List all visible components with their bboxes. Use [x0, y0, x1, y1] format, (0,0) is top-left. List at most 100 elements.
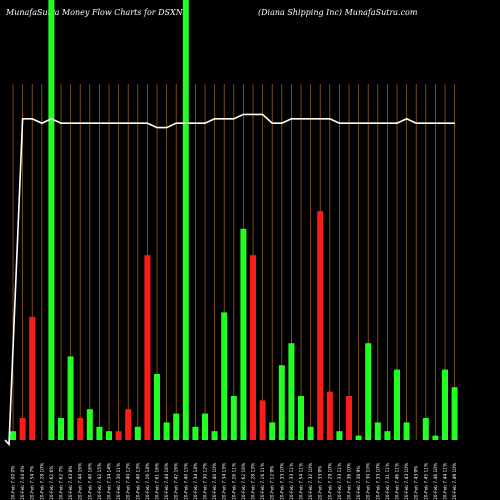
x-tick-label: 20-Feb 7.42 15%	[97, 463, 103, 500]
bar	[202, 413, 208, 440]
bar	[115, 431, 122, 440]
x-tick-label: 20-Feb 7.36 10%	[347, 463, 353, 500]
x-tick-label: 20-Feb 7.29 10%	[327, 463, 333, 500]
bar	[365, 343, 372, 440]
bar	[240, 228, 247, 440]
x-tick-label: 20-Feb 7.32 10%	[308, 463, 314, 500]
bar	[19, 418, 26, 440]
bar	[432, 435, 439, 440]
bar	[250, 255, 256, 440]
x-tick-label: 20-Feb 7.33 9%	[318, 466, 324, 500]
x-tick-label: 20-Feb 7.40 15%	[183, 463, 189, 500]
x-tick-label: 20-Feb 7.16 11%	[260, 463, 266, 500]
x-tick-label: 20-Feb 7.44 16%	[78, 463, 84, 500]
bar	[374, 422, 381, 440]
x-tick-label: 20-Feb 7.30 12%	[203, 463, 209, 500]
x-tick-label: 20-Feb 7.62 7%	[59, 466, 65, 500]
bar	[259, 400, 266, 440]
bar	[211, 431, 218, 440]
x-tick-label: 20-Feb 7.28 13%	[251, 463, 257, 500]
x-tick-label: 20-Feb 7.61 16%	[155, 463, 161, 500]
x-tick-labels: 20-Feb 7.00 0% 20-Feb 7.04 0% 20-Feb 7.54 …	[11, 463, 459, 500]
x-tick-label: 20-Feb 7.43 10%	[404, 463, 410, 500]
x-tick-label: 20-Feb 7.43 8%	[68, 466, 74, 500]
x-tick-label: 20-Feb 7.26 11%	[231, 463, 237, 500]
money-flow-line	[4, 113, 455, 447]
bar	[346, 396, 352, 440]
x-tick-label: 20-Feb 7.40 16%	[87, 463, 93, 500]
x-tick-label: 20-Feb 7.34 14%	[107, 463, 113, 500]
x-tick-label: 20-Feb 7.44 16%	[164, 463, 170, 500]
bar	[163, 422, 170, 440]
bar	[442, 369, 448, 440]
bar	[422, 418, 429, 440]
x-tick-label: 20-Feb 7.33 10%	[279, 463, 285, 500]
x-tick-label: 20-Feb 7.49 10%	[452, 463, 458, 500]
bar	[278, 365, 285, 440]
chart-subtitle: (Diana Shipping Inc) MunafaSutra.com	[258, 8, 418, 17]
bar	[192, 426, 199, 440]
x-tick-label: 20-Feb 7.12 9%	[270, 466, 276, 500]
bar	[230, 396, 237, 440]
bar	[317, 211, 324, 440]
bar	[134, 426, 141, 440]
chart-title: MunafaSutra Money Flow Charts for DSXN	[6, 8, 183, 17]
x-tick-label: 20-Feb 7.38 9%	[356, 466, 362, 500]
x-tick-label: 20-Feb 7.31 11%	[385, 463, 391, 500]
bar	[288, 343, 295, 440]
x-tick-label: 20-Feb 7.30 11%	[116, 463, 122, 500]
bar	[451, 387, 458, 440]
bar	[173, 413, 180, 440]
x-tick-label: 20-Feb 7.46 10%	[433, 463, 439, 500]
bars	[10, 0, 458, 440]
bar	[10, 431, 16, 440]
bar	[269, 422, 276, 440]
x-tick-label: 20-Feb 7.26 14%	[145, 463, 151, 500]
x-tick-label: 20-Feb 7.33 10%	[375, 463, 381, 500]
bar	[67, 356, 74, 440]
bar	[154, 374, 160, 440]
grid-lines	[12, 84, 455, 440]
x-tick-label: 20-Feb 7.30 10%	[366, 463, 372, 500]
bar	[298, 396, 304, 440]
bar	[403, 422, 410, 440]
x-tick-label: 20-Feb 7.34 14%	[193, 463, 199, 500]
bar	[144, 255, 151, 440]
x-tick-label: 20-Feb 7.40 13%	[135, 463, 141, 500]
bar	[86, 409, 93, 440]
bar	[58, 418, 64, 440]
x-tick-label: 20-Feb 7.28 10%	[39, 463, 45, 500]
x-tick-label: 20-Feb 7.42 16%	[174, 463, 180, 500]
bar	[29, 316, 36, 440]
x-tick-label: 20-Feb 7.46 11%	[395, 463, 401, 500]
x-tick-label: 20-Feb 7.00 0%	[11, 466, 17, 500]
x-tick-label: 20-Feb 7.44 11%	[443, 463, 449, 500]
bar	[394, 369, 400, 440]
bar	[96, 426, 103, 440]
x-tick-label: 20-Feb 7.54 7%	[30, 466, 36, 500]
x-tick-label: 20-Feb 7.33 11%	[337, 463, 343, 500]
x-tick-label: 20-Feb 7.43 9%	[414, 466, 420, 500]
bar	[384, 431, 391, 440]
x-tick-label: 20-Feb 7.62 16%	[241, 463, 247, 500]
bar	[336, 431, 343, 440]
bar	[182, 0, 189, 440]
bar	[326, 391, 333, 440]
x-tick-label: 20-Feb 7.62 6%	[49, 466, 55, 500]
x-tick-label: 20-Feb 7.45 11%	[423, 463, 429, 500]
x-tick-label: 20-Feb 7.54 11%	[299, 463, 305, 500]
x-tick-label: 20-Feb 7.40 10%	[212, 463, 218, 500]
x-tick-label: 20-Feb 7.40 12%	[126, 463, 132, 500]
x-tick-label: 20-Feb 7.34 13%	[222, 463, 228, 500]
bar	[355, 435, 362, 440]
bar	[48, 0, 55, 440]
x-tick-label: 20-Feb 7.04 0%	[20, 466, 26, 500]
bar	[125, 409, 132, 440]
bar	[106, 431, 112, 440]
bar	[307, 426, 314, 440]
x-tick-label: 20-Feb 7.33 11%	[289, 463, 295, 500]
bar	[77, 418, 84, 440]
bar	[221, 312, 228, 440]
